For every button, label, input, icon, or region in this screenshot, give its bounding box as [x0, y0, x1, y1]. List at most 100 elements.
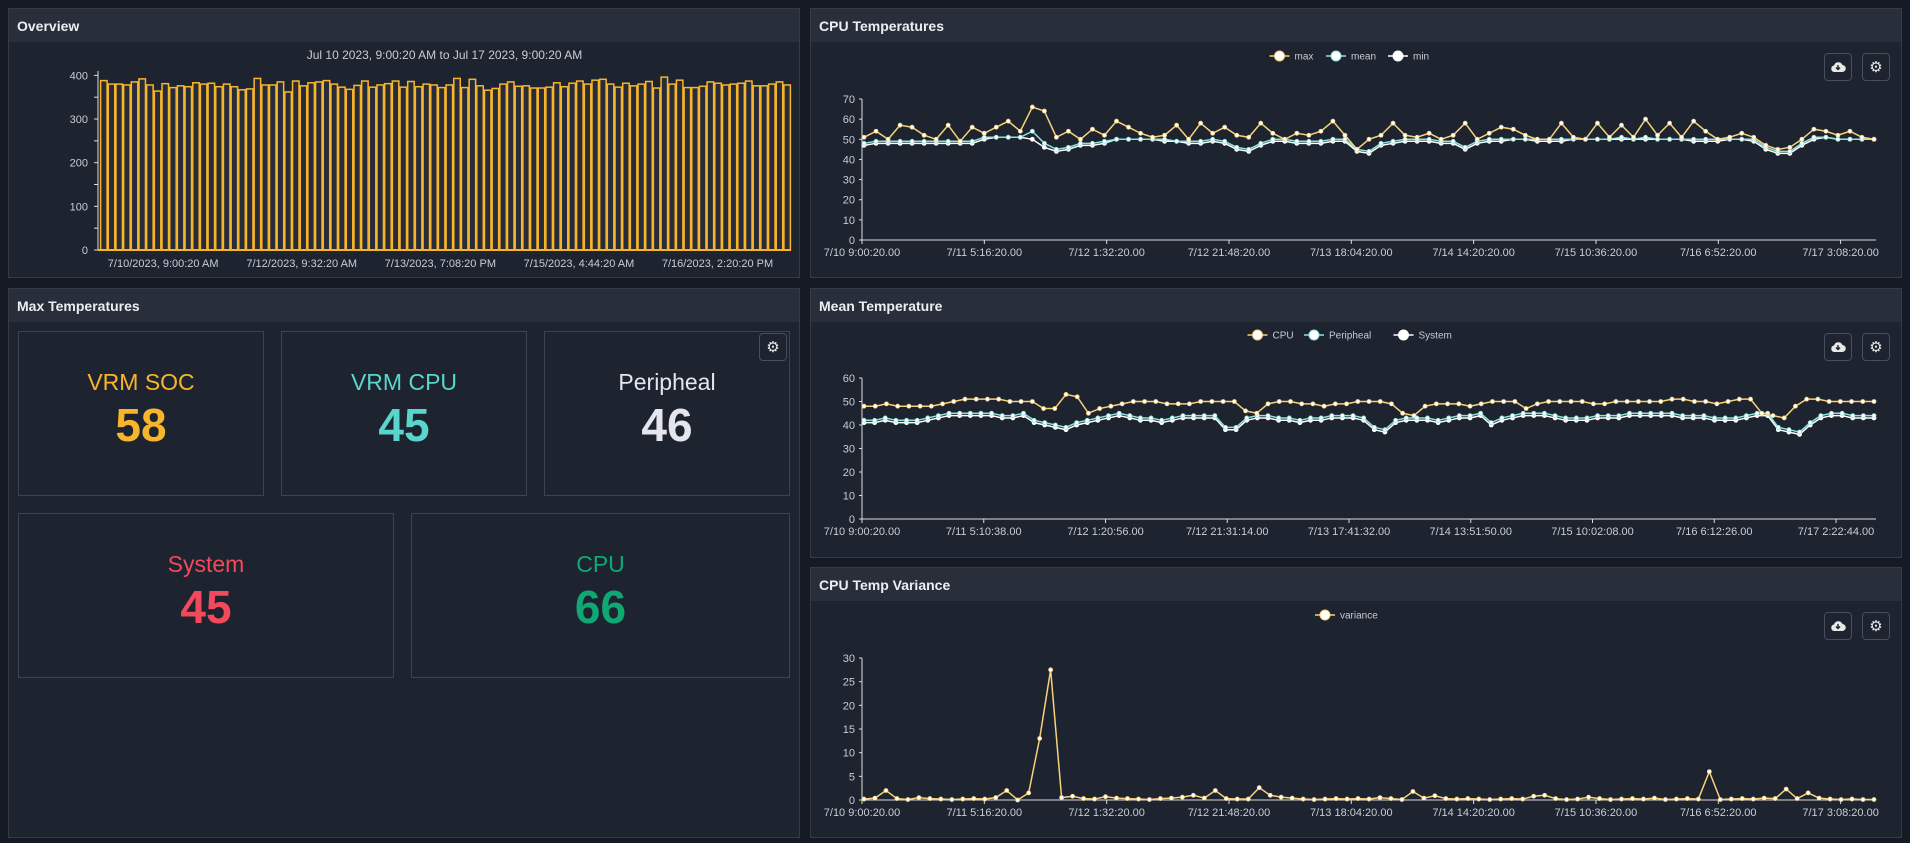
data-point: [873, 138, 879, 144]
data-point: [1222, 124, 1228, 130]
data-point: [1164, 401, 1170, 407]
data-point: [1658, 410, 1664, 416]
data-point: [1329, 413, 1335, 418]
data-point: [1871, 136, 1877, 142]
data-point: [872, 403, 878, 409]
data-point: [1775, 146, 1781, 152]
data-point: [1382, 427, 1388, 433]
bar: [130, 81, 139, 251]
bar: [714, 82, 723, 251]
data-point: [1041, 406, 1046, 411]
stat-label: VRM CPU: [350, 369, 458, 395]
data-point: [1849, 796, 1855, 802]
data-point: [1186, 136, 1192, 142]
bar: [476, 85, 485, 251]
data-point: [1575, 796, 1580, 802]
data-point: [1041, 108, 1047, 114]
data-point: [1053, 146, 1059, 152]
settings-button[interactable]: ⚙: [759, 333, 787, 361]
data-point: [1053, 134, 1059, 140]
bar: [706, 81, 715, 251]
data-point: [897, 122, 903, 128]
data-point: [1818, 413, 1824, 418]
gear-icon: ⚙: [1869, 339, 1883, 356]
cpu-temp-variance-line-chart: variance 0 5 10 15 20 25 30 7/10 9:00:20.00 7/11 …: [824, 609, 1879, 819]
download-button[interactable]: [1824, 53, 1852, 81]
data-point: [1684, 796, 1690, 801]
legend-marker: [1252, 329, 1263, 341]
bar: [737, 82, 746, 251]
data-point: [1643, 116, 1648, 122]
data-point: [1294, 130, 1300, 136]
legend-label: variance: [1340, 611, 1378, 622]
data-point: [1318, 415, 1324, 421]
bar: [775, 81, 784, 251]
chart-title: Jul 10 2023, 9:00:20 AM to Jul 17 2023, …: [307, 48, 583, 62]
bar: [545, 86, 554, 251]
data-point: [1270, 130, 1276, 136]
data-point: [1647, 399, 1652, 404]
data-point: [1714, 401, 1720, 407]
legend-label: max: [1295, 52, 1314, 63]
data-point: [1512, 399, 1518, 404]
data-point: [1663, 797, 1668, 802]
data-point: [1462, 144, 1468, 150]
data-point: [873, 128, 879, 134]
data-point: [996, 396, 1002, 402]
data-point: [1403, 415, 1409, 421]
download-button[interactable]: [1824, 612, 1852, 640]
bar: [453, 77, 462, 251]
data-point: [1234, 796, 1240, 802]
legend-label: Peripheal: [1329, 331, 1371, 342]
data-point: [1243, 408, 1248, 414]
bar: [222, 83, 231, 251]
y-tick-label: 20: [843, 195, 855, 207]
series-line-peripheal: [864, 412, 1874, 433]
data-point: [1234, 132, 1240, 138]
legend-marker: [1398, 329, 1409, 341]
data-point: [872, 795, 878, 801]
data-point: [1377, 795, 1383, 801]
stat-card-vrm-soc: VRM SOC 58: [18, 331, 264, 496]
data-point: [925, 415, 931, 421]
data-point: [1454, 796, 1460, 802]
bar: [276, 81, 285, 251]
x-tick-label: 7/16 6:52:20.00: [1680, 807, 1756, 819]
settings-button[interactable]: ⚙: [1862, 612, 1890, 640]
data-point: [1265, 401, 1271, 407]
data-point: [1127, 413, 1133, 418]
data-point: [1794, 796, 1800, 801]
data-point: [1081, 796, 1086, 801]
bar: [245, 88, 254, 251]
data-point: [1095, 415, 1101, 421]
data-point: [1563, 415, 1569, 421]
settings-button[interactable]: ⚙: [1862, 53, 1890, 81]
cpu-temperatures-panel: CPU Temperatures max mean min 0 10 20 30 40 50 60…: [810, 8, 1902, 278]
y-tick-label: 60: [843, 114, 855, 126]
x-tick-label: 7/14 14:20:20.00: [1432, 247, 1515, 259]
data-point: [1289, 795, 1295, 801]
data-point: [951, 399, 957, 404]
data-point: [894, 796, 900, 801]
mean-temperature-line-chart: CPU Peripheal System 0 10 20 30 40 50 60 7/10 9:00…: [824, 329, 1877, 538]
data-point: [1126, 136, 1131, 142]
stat-label: Peripheal: [618, 369, 716, 395]
data-point: [1388, 796, 1394, 801]
data-point: [1119, 401, 1125, 407]
bar: [729, 83, 738, 251]
data-point: [1321, 403, 1327, 409]
data-point: [1739, 130, 1745, 136]
bar: [99, 79, 108, 251]
bar: [337, 86, 346, 251]
data-point: [1198, 120, 1204, 126]
settings-button[interactable]: ⚙: [1862, 333, 1890, 361]
data-point: [1787, 144, 1793, 150]
data-point: [1029, 128, 1035, 134]
data-point: [1162, 132, 1167, 138]
data-point: [1838, 797, 1844, 802]
data-point: [1443, 796, 1449, 801]
download-button[interactable]: [1824, 333, 1852, 361]
bar: [322, 79, 331, 251]
bar: [414, 85, 423, 251]
data-point: [1256, 785, 1262, 791]
